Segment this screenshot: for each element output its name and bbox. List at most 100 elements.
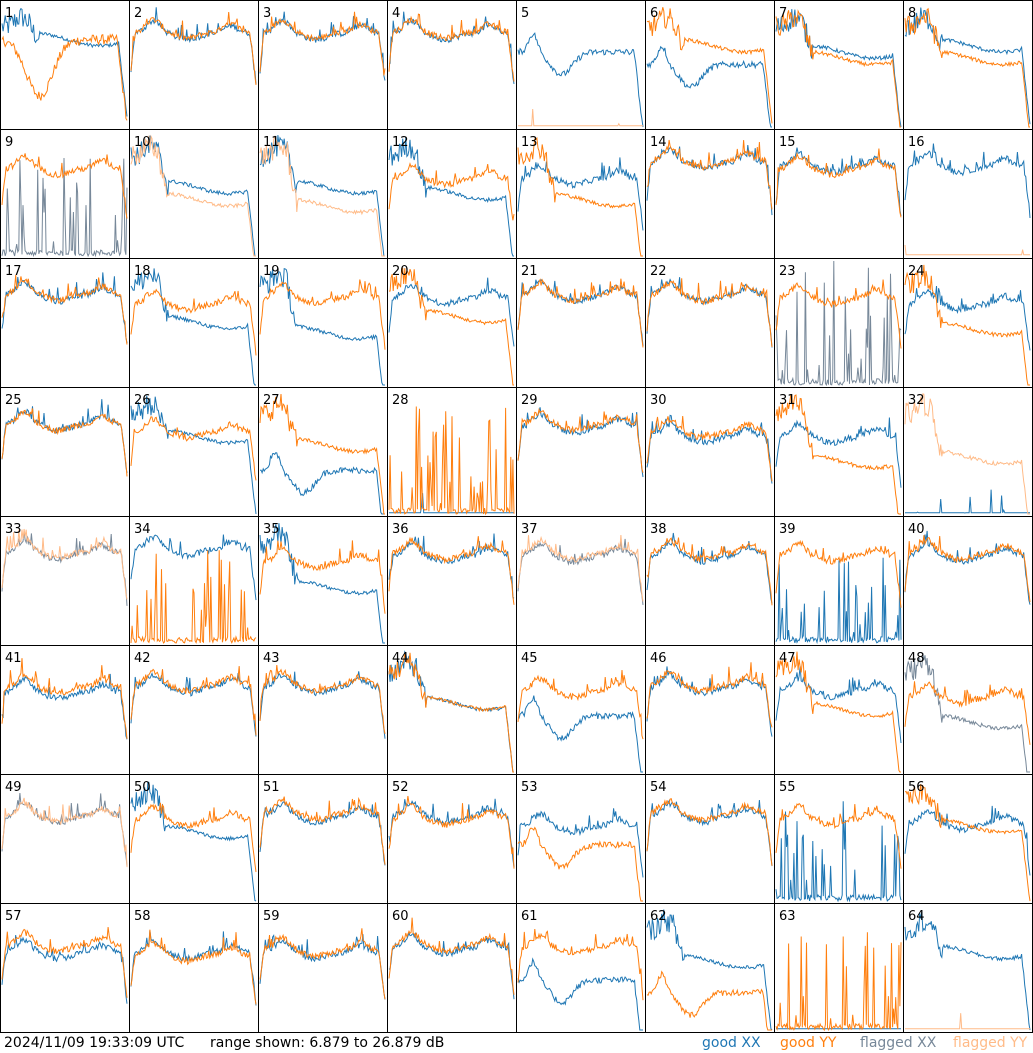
panel-frame [129,258,259,388]
panel-label: 16 [908,135,925,150]
panel-label: 28 [392,393,409,408]
panel-frame [258,0,388,130]
panel-label: 49 [5,780,22,795]
panel-59: 59 [258,903,388,1033]
series-xx-line [130,671,257,737]
panel-25: 25 [0,387,130,517]
series-yy-line [646,537,773,606]
panel-19: 19 [258,258,388,388]
panel-24: 24 [903,258,1033,388]
panel-label: 38 [650,522,667,537]
series-yy-line [904,535,1031,603]
panel-label: 19 [263,264,280,279]
panel-label: 17 [5,264,22,279]
series-yy-line [904,393,1030,515]
series-yy-line [388,536,515,605]
series-yy-line [904,7,1030,128]
legend-good-yy: good YY [780,1035,837,1051]
panel-15: 15 [774,129,904,259]
series-xx-line [130,7,257,85]
series-yy-line [130,929,257,1005]
panel-frame [774,903,904,1033]
series-yy-line [517,407,644,473]
series-xx-line [259,671,386,739]
panel-35: 35 [258,516,388,646]
series-yy-line [518,108,643,127]
series-xx-line [904,530,1031,605]
panel-45: 45 [516,645,646,775]
panel-label: 21 [521,264,538,279]
panel-20: 20 [387,258,517,388]
series-yy-line [130,288,257,356]
panel-label: 41 [5,651,22,666]
range-shown: range shown: 6.879 to 26.879 dB [210,1035,445,1051]
series-xx-line [259,135,385,257]
series-yy-line [1,153,128,219]
panel-label: 52 [392,780,409,795]
panel-label: 46 [650,651,667,666]
series-yy-line [775,932,902,1032]
series-xx-line [388,798,515,868]
panel-frame [258,903,388,1033]
timestamp: 2024/11/09 19:33:09 UTC [4,1035,185,1051]
panel-18: 18 [129,258,259,388]
series-xx-line [775,801,902,903]
series-yy-line [130,416,257,481]
series-yy-line [388,162,515,221]
series-yy-line [517,928,644,1001]
panel-label: 1 [5,6,13,21]
panel-label: 9 [5,135,13,150]
panel-label: 35 [263,522,280,537]
series-xx-line [130,781,257,902]
series-xx-line [904,653,1030,773]
series-yy-line [388,13,515,82]
series-yy-line [775,539,902,608]
panel-61: 61 [516,903,646,1033]
panel-label: 12 [392,135,409,150]
panel-label: 56 [908,780,925,795]
series-yy-line [517,136,643,257]
panel-frame [645,129,775,259]
panel-frame [387,903,517,1033]
panel-30: 30 [645,387,775,517]
series-yy-line [259,540,386,614]
series-xx-line [904,143,1031,219]
panel-label: 55 [779,780,796,795]
panel-label: 54 [650,780,667,795]
panel-28: 28 [387,387,517,517]
panel-label: 47 [779,651,796,666]
series-yy-line [646,662,773,728]
panel-label: 64 [908,909,925,924]
panel-frame [258,516,388,646]
panel-39: 39 [774,516,904,646]
series-yy-line [259,11,386,76]
panel-label: 11 [263,135,280,150]
panel-4: 4 [387,0,517,130]
panel-label: 33 [5,522,22,537]
panel-32: 32 [903,387,1033,517]
panel-5: 5 [516,0,646,130]
series-yy-line [646,7,773,124]
panel-label: 43 [263,651,280,666]
series-xx-line [517,957,643,1031]
panel-47: 47 [774,645,904,775]
panel-11: 11 [258,129,388,259]
series-yy-line [517,826,643,902]
series-xx-line [775,666,902,744]
series-yy-line [259,135,385,257]
panel-49: 49 [0,774,130,904]
panel-62: 62 [645,903,775,1033]
panel-21: 21 [516,258,646,388]
series-yy-line [130,802,257,873]
panel-label: 3 [263,6,271,21]
series-yy-line [130,550,257,644]
panel-label: 13 [521,135,538,150]
panel-label: 32 [908,393,925,408]
panel-7: 7 [774,0,904,130]
legend-flagged-yy: flagged YY [953,1035,1028,1051]
panel-label: 50 [134,780,151,795]
panel-label: 31 [779,393,796,408]
panel-53: 53 [516,774,646,904]
legend-flagged-xx: flagged XX [860,1035,937,1051]
panel-3: 3 [258,0,388,130]
